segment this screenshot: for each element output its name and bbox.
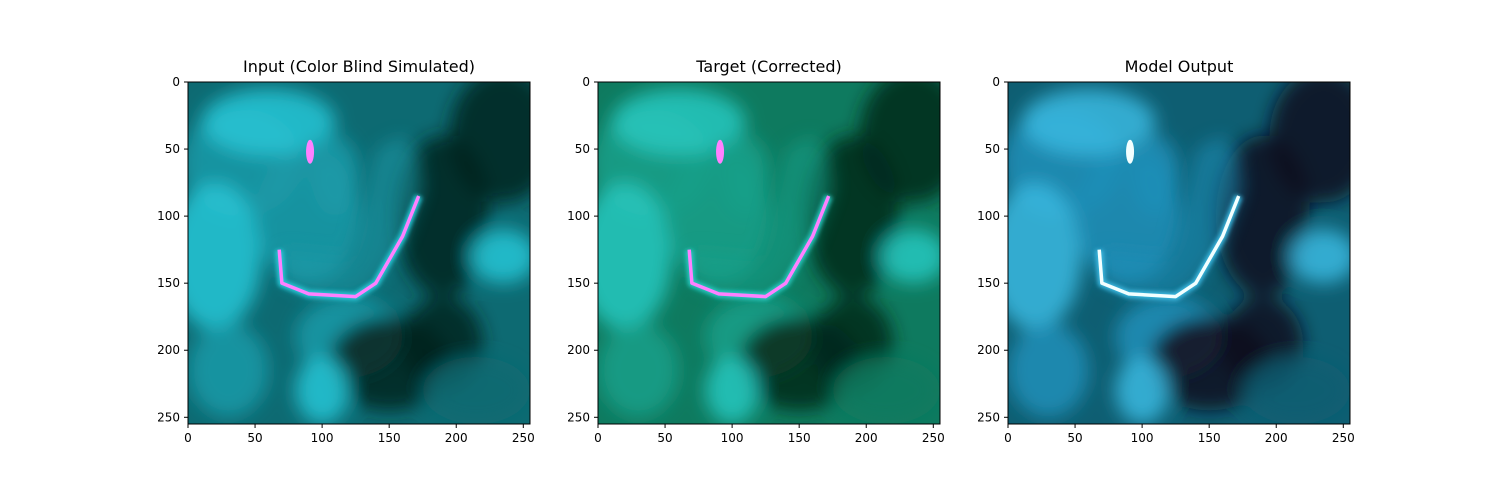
y-tick-label: 200 bbox=[977, 343, 1000, 357]
axes-frame bbox=[187, 81, 531, 425]
x-tick-label: 0 bbox=[1004, 431, 1012, 445]
y-tick-label: 150 bbox=[567, 276, 590, 290]
highlight-spot bbox=[306, 139, 315, 164]
y-tick-label: 100 bbox=[157, 209, 180, 223]
y-tick-label: 150 bbox=[157, 276, 180, 290]
x-tick-label: 250 bbox=[1332, 431, 1355, 445]
x-tick-label: 200 bbox=[445, 431, 468, 445]
highlight-rim bbox=[687, 195, 831, 299]
x-tick-label: 50 bbox=[1067, 431, 1082, 445]
panel-title: Model Output bbox=[1125, 57, 1234, 76]
x-tick-label: 100 bbox=[1131, 431, 1154, 445]
y-tick-label: 50 bbox=[575, 142, 590, 156]
x-tick-label: 200 bbox=[1265, 431, 1288, 445]
x-tick-label: 150 bbox=[378, 431, 401, 445]
y-tick-label: 0 bbox=[582, 75, 590, 89]
panel-2: Target (Corrected) 0 50 100 150 200 250 0 50 100 1… bbox=[567, 57, 945, 445]
x-tick-label: 250 bbox=[512, 431, 535, 445]
highlight-spot bbox=[1126, 139, 1135, 164]
x-tick-label: 50 bbox=[247, 431, 262, 445]
y-tick-label: 250 bbox=[977, 410, 1000, 424]
y-tick-label: 0 bbox=[172, 75, 180, 89]
x-tick-label: 250 bbox=[922, 431, 945, 445]
highlight-rim bbox=[1097, 195, 1241, 299]
axes-frame bbox=[597, 81, 941, 425]
axes-frame bbox=[1007, 81, 1351, 425]
image-area bbox=[188, 82, 530, 424]
image-area bbox=[598, 82, 940, 424]
x-tick-label: 0 bbox=[594, 431, 602, 445]
highlight-rim bbox=[277, 195, 421, 299]
image-texture bbox=[1008, 82, 1350, 424]
y-tick-label: 100 bbox=[977, 209, 1000, 223]
highlight-spot bbox=[716, 139, 725, 164]
x-tick-label: 200 bbox=[855, 431, 878, 445]
image-area bbox=[1008, 82, 1350, 424]
y-tick-label: 50 bbox=[985, 142, 1000, 156]
image-texture bbox=[598, 82, 940, 424]
x-tick-label: 150 bbox=[788, 431, 811, 445]
y-tick-label: 0 bbox=[992, 75, 1000, 89]
panel-1: Input (Color Blind Simulated) 0 50 100 150 20… bbox=[157, 57, 535, 445]
y-tick-label: 50 bbox=[165, 142, 180, 156]
x-tick-label: 0 bbox=[184, 431, 192, 445]
x-tick-label: 150 bbox=[1198, 431, 1221, 445]
panel-title: Target (Corrected) bbox=[695, 57, 841, 76]
y-tick-label: 100 bbox=[567, 209, 590, 223]
x-tick-label: 50 bbox=[657, 431, 672, 445]
x-tick-label: 100 bbox=[311, 431, 334, 445]
y-tick-label: 150 bbox=[977, 276, 1000, 290]
panel-title: Input (Color Blind Simulated) bbox=[243, 57, 475, 76]
y-tick-label: 250 bbox=[567, 410, 590, 424]
y-tick-label: 250 bbox=[157, 410, 180, 424]
y-tick-label: 200 bbox=[157, 343, 180, 357]
y-tick-label: 200 bbox=[567, 343, 590, 357]
x-tick-label: 100 bbox=[721, 431, 744, 445]
panel-3: Model Output 0 50 100 150 200 250 0 50 100 150 200 2… bbox=[977, 57, 1355, 445]
